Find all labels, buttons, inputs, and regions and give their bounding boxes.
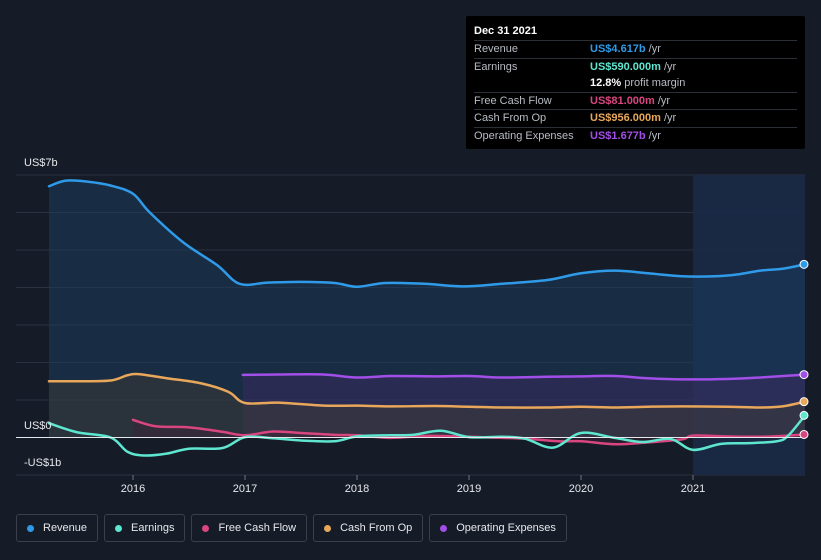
cash-from-op-end-marker [799, 397, 809, 407]
revenue-area [49, 180, 805, 438]
tooltip-row-label: Free Cash Flow [474, 94, 552, 107]
tooltip-row-value: US$590.000m [590, 60, 661, 73]
earnings-end-marker [799, 410, 809, 420]
legend: Revenue Earnings Free Cash Flow Cash From O… [16, 514, 567, 542]
x-tick-label: 2021 [681, 483, 705, 495]
legend-item-cash-from-op[interactable]: Cash From Op [313, 514, 424, 542]
tooltip-row-label: Operating Expenses [474, 129, 574, 142]
legend-item-free-cash-flow[interactable]: Free Cash Flow [191, 514, 308, 542]
tooltip-row: Operating Expenses US$1.677b/yr [474, 126, 797, 145]
x-tick-label: 2019 [457, 483, 481, 495]
series-end-markers [799, 259, 809, 439]
tooltip-row-value: 12.8% [590, 77, 622, 89]
tooltip-row-unit: /yr [648, 129, 661, 142]
tooltip-rows: Revenue US$4.617b/yr Earnings US$590.000m/y… [474, 40, 797, 144]
tooltip-row-label [474, 75, 590, 92]
tooltip-row-value: US$956.000m [590, 112, 661, 124]
x-axis-ticks: 2016 2017 2018 2019 2020 2021 [121, 475, 705, 495]
revenue-line [47, 179, 807, 288]
tooltip-row-unit: profit margin [624, 77, 686, 89]
legend-label: Operating Expenses [456, 522, 556, 534]
earnings-line [47, 414, 807, 457]
tooltip-row-unit: /yr [663, 112, 677, 124]
legend-dot-icon [440, 524, 448, 532]
legend-dot-icon [324, 524, 332, 532]
tooltip-row-value: US$81.000m [590, 94, 655, 107]
tooltip-row-unit: /yr [657, 94, 671, 107]
x-tick-label: 2017 [233, 483, 257, 495]
x-tick-label: 2020 [569, 483, 593, 495]
legend-label: Earnings [131, 522, 175, 534]
x-tick-label: 2018 [345, 483, 369, 495]
legend-dot-icon [27, 524, 34, 532]
y-tick-label-bottom: -US$1b [24, 457, 61, 469]
legend-dot-icon [202, 524, 210, 532]
legend-item-revenue[interactable]: Revenue [16, 514, 99, 542]
y-tick-label-top: US$7b [24, 157, 58, 169]
legend-item-earnings[interactable]: Earnings [104, 514, 186, 542]
cash-from-op-line [47, 372, 807, 409]
free-cash-flow-area [133, 419, 805, 445]
y-tick-label-zero: US$0 [24, 420, 52, 432]
operating-expenses-end-marker [799, 370, 809, 380]
tooltip-row-label: Revenue [474, 43, 519, 55]
tooltip-row-label: Cash From Op [474, 112, 547, 124]
tooltip-row-unit: /yr [663, 60, 677, 73]
x-tick-label: 2016 [121, 483, 145, 495]
tooltip-row-value: US$4.617b [590, 43, 646, 55]
cash-from-op-area [49, 373, 805, 438]
legend-label: Cash From Op [340, 522, 413, 534]
legend-item-operating-expenses[interactable]: Operating Expenses [429, 514, 567, 542]
free-cash-flow-end-marker [799, 429, 809, 439]
tooltip-row: 12.8% profit margin [474, 75, 797, 92]
tooltip-row-value: US$1.677b [590, 129, 646, 142]
operating-expenses-line [241, 373, 807, 381]
legend-label: Revenue [43, 522, 88, 534]
tooltip-row: Cash From Op US$956.000m/yr [474, 109, 797, 127]
legend-label: Free Cash Flow [218, 522, 297, 534]
tooltip-panel: Dec 31 2021 Revenue US$4.617b/yr Earnings U… [466, 16, 805, 149]
revenue-end-marker [799, 259, 809, 269]
tooltip-row-label: Earnings [474, 60, 518, 73]
tooltip-row-unit: /yr [648, 43, 661, 55]
tooltip-row: Free Cash Flow US$81.000m/yr [474, 91, 797, 110]
tooltip-row: Earnings US$590.000m/yr [474, 57, 797, 76]
legend-dot-icon [115, 524, 123, 532]
series-layer [47, 179, 807, 457]
tooltip-row: Revenue US$4.617b/yr [474, 40, 797, 58]
tooltip-date: Dec 31 2021 [474, 25, 537, 37]
